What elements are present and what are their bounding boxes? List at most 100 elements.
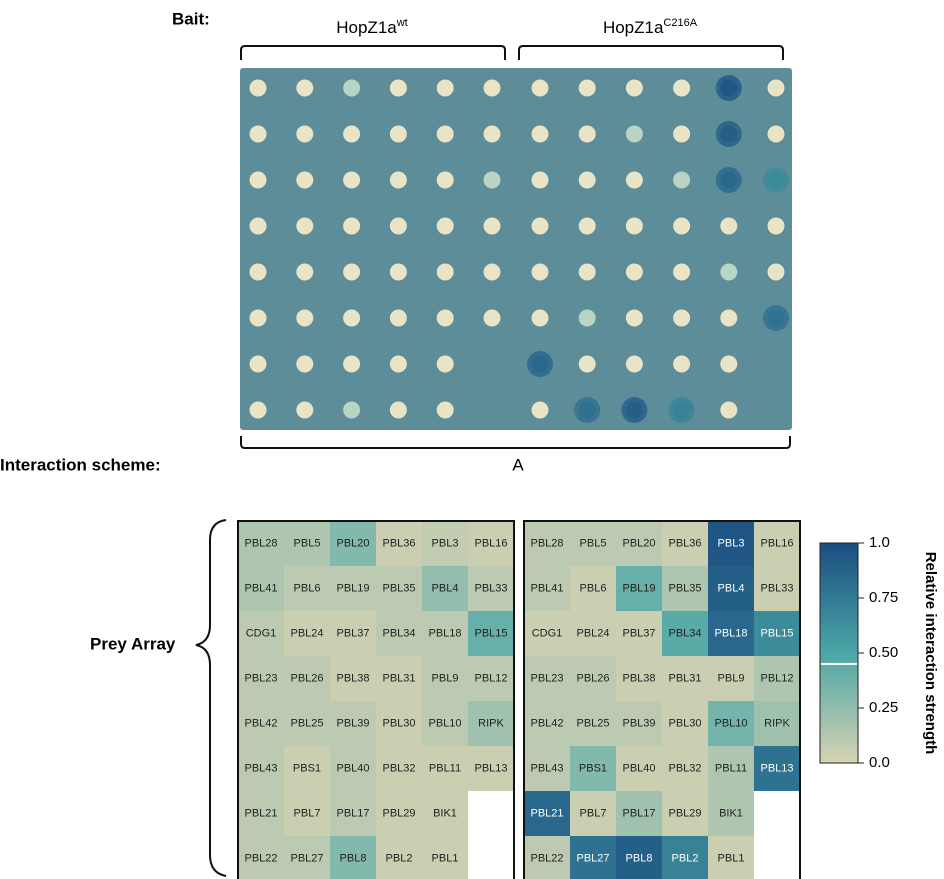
cell-label: PBL37 — [336, 627, 369, 639]
spot — [484, 80, 501, 97]
bait-sup: C216A — [663, 17, 697, 29]
spot — [250, 80, 267, 97]
cell-label: PBS1 — [293, 762, 321, 774]
spot — [673, 80, 690, 97]
cell-label: PBL28 — [530, 537, 563, 549]
spot — [532, 126, 549, 143]
cell-label: PBL24 — [290, 627, 323, 639]
cell-label: PBL3 — [432, 537, 459, 549]
cell-label: PBL21 — [530, 807, 563, 819]
cell-label: PBL12 — [474, 672, 507, 684]
cell-label: PBL16 — [474, 537, 507, 549]
spot — [343, 402, 360, 419]
spot — [532, 80, 549, 97]
spot — [532, 402, 549, 419]
cell-label: PBL40 — [622, 762, 655, 774]
page: Bait: HopZ1awt HopZ1aC216A Interaction s… — [0, 0, 944, 879]
bait-sup: wt — [396, 17, 408, 29]
cell-label: PBL29 — [382, 807, 415, 819]
spot — [579, 264, 596, 281]
cell-label: PBL26 — [576, 672, 609, 684]
spot — [579, 126, 596, 143]
figure: Bait: HopZ1awt HopZ1aC216A Interaction s… — [0, 0, 944, 879]
spot — [579, 218, 596, 235]
spot — [437, 356, 454, 373]
spot — [437, 172, 454, 189]
cell-label: PBL38 — [336, 672, 369, 684]
tick-label: 0.50 — [869, 644, 898, 661]
cell-label: PBL18 — [428, 627, 461, 639]
tick-label: 1.0 — [869, 534, 890, 551]
spot — [532, 218, 549, 235]
cell-label: PBL20 — [336, 537, 369, 549]
cell-label: PBL35 — [668, 582, 701, 594]
spot — [484, 172, 501, 189]
cell-label: PBL34 — [382, 627, 415, 639]
spot — [720, 126, 737, 143]
cell-label: PBL9 — [432, 672, 459, 684]
spot — [343, 172, 360, 189]
spot — [768, 80, 785, 97]
spot — [296, 80, 313, 97]
spot — [250, 402, 267, 419]
cell-label: PBL42 — [530, 717, 563, 729]
spot — [579, 402, 596, 419]
cell-label: PBL39 — [622, 717, 655, 729]
cell-label: PBL40 — [336, 762, 369, 774]
cell-label: PBL1 — [718, 852, 745, 864]
cell-label: PBL29 — [668, 807, 701, 819]
spot — [296, 126, 313, 143]
spot — [296, 310, 313, 327]
spot — [437, 80, 454, 97]
cell-label: PBL4 — [718, 582, 745, 594]
tick-label: 0.25 — [869, 699, 898, 716]
spot — [532, 310, 549, 327]
spot — [673, 264, 690, 281]
spot — [579, 356, 596, 373]
cell-label: PBL41 — [244, 582, 277, 594]
cell-label: PBL15 — [760, 627, 793, 639]
bait-name: HopZ1a — [336, 18, 397, 37]
bait-title: HopZ1awt — [336, 17, 407, 38]
scheme-label: Interaction scheme: — [0, 455, 161, 474]
cell-label: BIK1 — [719, 807, 743, 819]
cell-label: PBL30 — [382, 717, 415, 729]
plate — [240, 68, 792, 430]
spot — [768, 310, 785, 327]
spot — [343, 356, 360, 373]
cell-label: PBL43 — [530, 762, 563, 774]
cell-label: PBL23 — [530, 672, 563, 684]
spot — [390, 172, 407, 189]
spot — [532, 356, 549, 373]
spot — [532, 172, 549, 189]
spot — [673, 310, 690, 327]
cell-label: PBL21 — [244, 807, 277, 819]
cell-label: PBL38 — [622, 672, 655, 684]
spot — [250, 218, 267, 235]
cell-label: PBL42 — [244, 717, 277, 729]
cell-label: PBL33 — [474, 582, 507, 594]
spot — [626, 310, 643, 327]
cell-label: PBL13 — [760, 762, 793, 774]
cell-label: PBL27 — [290, 852, 323, 864]
spot — [626, 264, 643, 281]
spot — [390, 402, 407, 419]
cell-label: PBL2 — [672, 852, 699, 864]
cell-label: RIPK — [478, 717, 504, 729]
cell-label: PBS1 — [579, 762, 607, 774]
spot — [343, 126, 360, 143]
cell-label: PBL31 — [668, 672, 701, 684]
cell-label: PBL24 — [576, 627, 609, 639]
spot — [626, 218, 643, 235]
cell-label: PBL16 — [760, 537, 793, 549]
cell-label: PBL31 — [382, 672, 415, 684]
colorbar — [820, 543, 858, 763]
cell-label: PBL11 — [715, 762, 747, 774]
cell-label: PBL18 — [714, 627, 747, 639]
spot — [437, 218, 454, 235]
spot — [720, 264, 737, 281]
cell-label: PBL19 — [336, 582, 369, 594]
brace — [196, 520, 226, 876]
cell-label: PBL25 — [576, 717, 609, 729]
cell-label: PBL5 — [294, 537, 321, 549]
